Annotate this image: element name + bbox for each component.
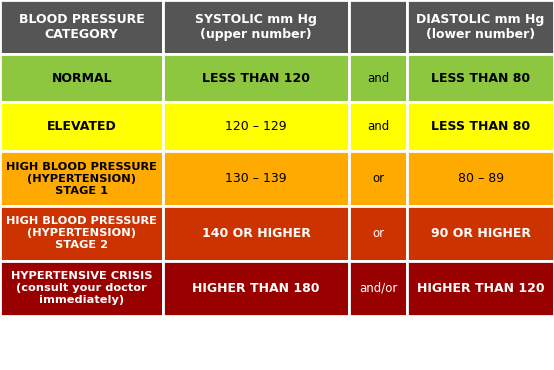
Bar [349,54,407,102]
Text: and/or: and/or [359,282,397,295]
Bar [349,0,407,54]
Bar [349,261,407,316]
Text: 90 OR HIGHER: 90 OR HIGHER [430,227,531,240]
Text: HIGHER THAN 120: HIGHER THAN 120 [417,282,545,295]
Text: 120 – 129: 120 – 129 [225,120,287,134]
Text: 130 – 139: 130 – 139 [225,172,287,185]
Bar [407,261,554,316]
Text: and: and [367,71,389,85]
Text: LESS THAN 80: LESS THAN 80 [431,120,530,134]
Bar [407,206,554,261]
Bar [0,102,163,151]
Bar [163,206,349,261]
Bar [0,261,163,316]
Text: 80 – 89: 80 – 89 [458,172,504,185]
Bar [0,206,163,261]
Text: and: and [367,120,389,134]
Text: HYPERTENSIVE CRISIS
(consult your doctor
immediately): HYPERTENSIVE CRISIS (consult your doctor… [11,271,152,305]
Bar [163,102,349,151]
Text: HIGH BLOOD PRESSURE
(HYPERTENSION)
STAGE 1: HIGH BLOOD PRESSURE (HYPERTENSION) STAGE… [6,162,157,196]
Text: BLOOD PRESSURE
CATEGORY: BLOOD PRESSURE CATEGORY [19,13,145,41]
Text: or: or [372,172,384,185]
Bar [407,102,554,151]
Bar [163,261,349,316]
Bar [407,151,554,206]
Bar [349,151,407,206]
Bar [407,0,554,54]
Text: 140 OR HIGHER: 140 OR HIGHER [202,227,311,240]
Bar [163,0,349,54]
Bar [0,151,163,206]
Text: ELEVATED: ELEVATED [47,120,116,134]
Text: DIASTOLIC mm Hg
(lower number): DIASTOLIC mm Hg (lower number) [417,13,545,41]
Bar [349,206,407,261]
Text: HIGH BLOOD PRESSURE
(HYPERTENSION)
STAGE 2: HIGH BLOOD PRESSURE (HYPERTENSION) STAGE… [6,216,157,250]
Bar [163,54,349,102]
Text: SYSTOLIC mm Hg
(upper number): SYSTOLIC mm Hg (upper number) [196,13,317,41]
Text: LESS THAN 80: LESS THAN 80 [431,71,530,85]
Bar [0,54,163,102]
Bar [0,0,163,54]
Text: LESS THAN 120: LESS THAN 120 [202,71,310,85]
Text: NORMAL: NORMAL [52,71,112,85]
Bar [407,54,554,102]
Bar [163,151,349,206]
Bar [349,102,407,151]
Text: or: or [372,227,384,240]
Text: HIGHER THAN 180: HIGHER THAN 180 [192,282,320,295]
